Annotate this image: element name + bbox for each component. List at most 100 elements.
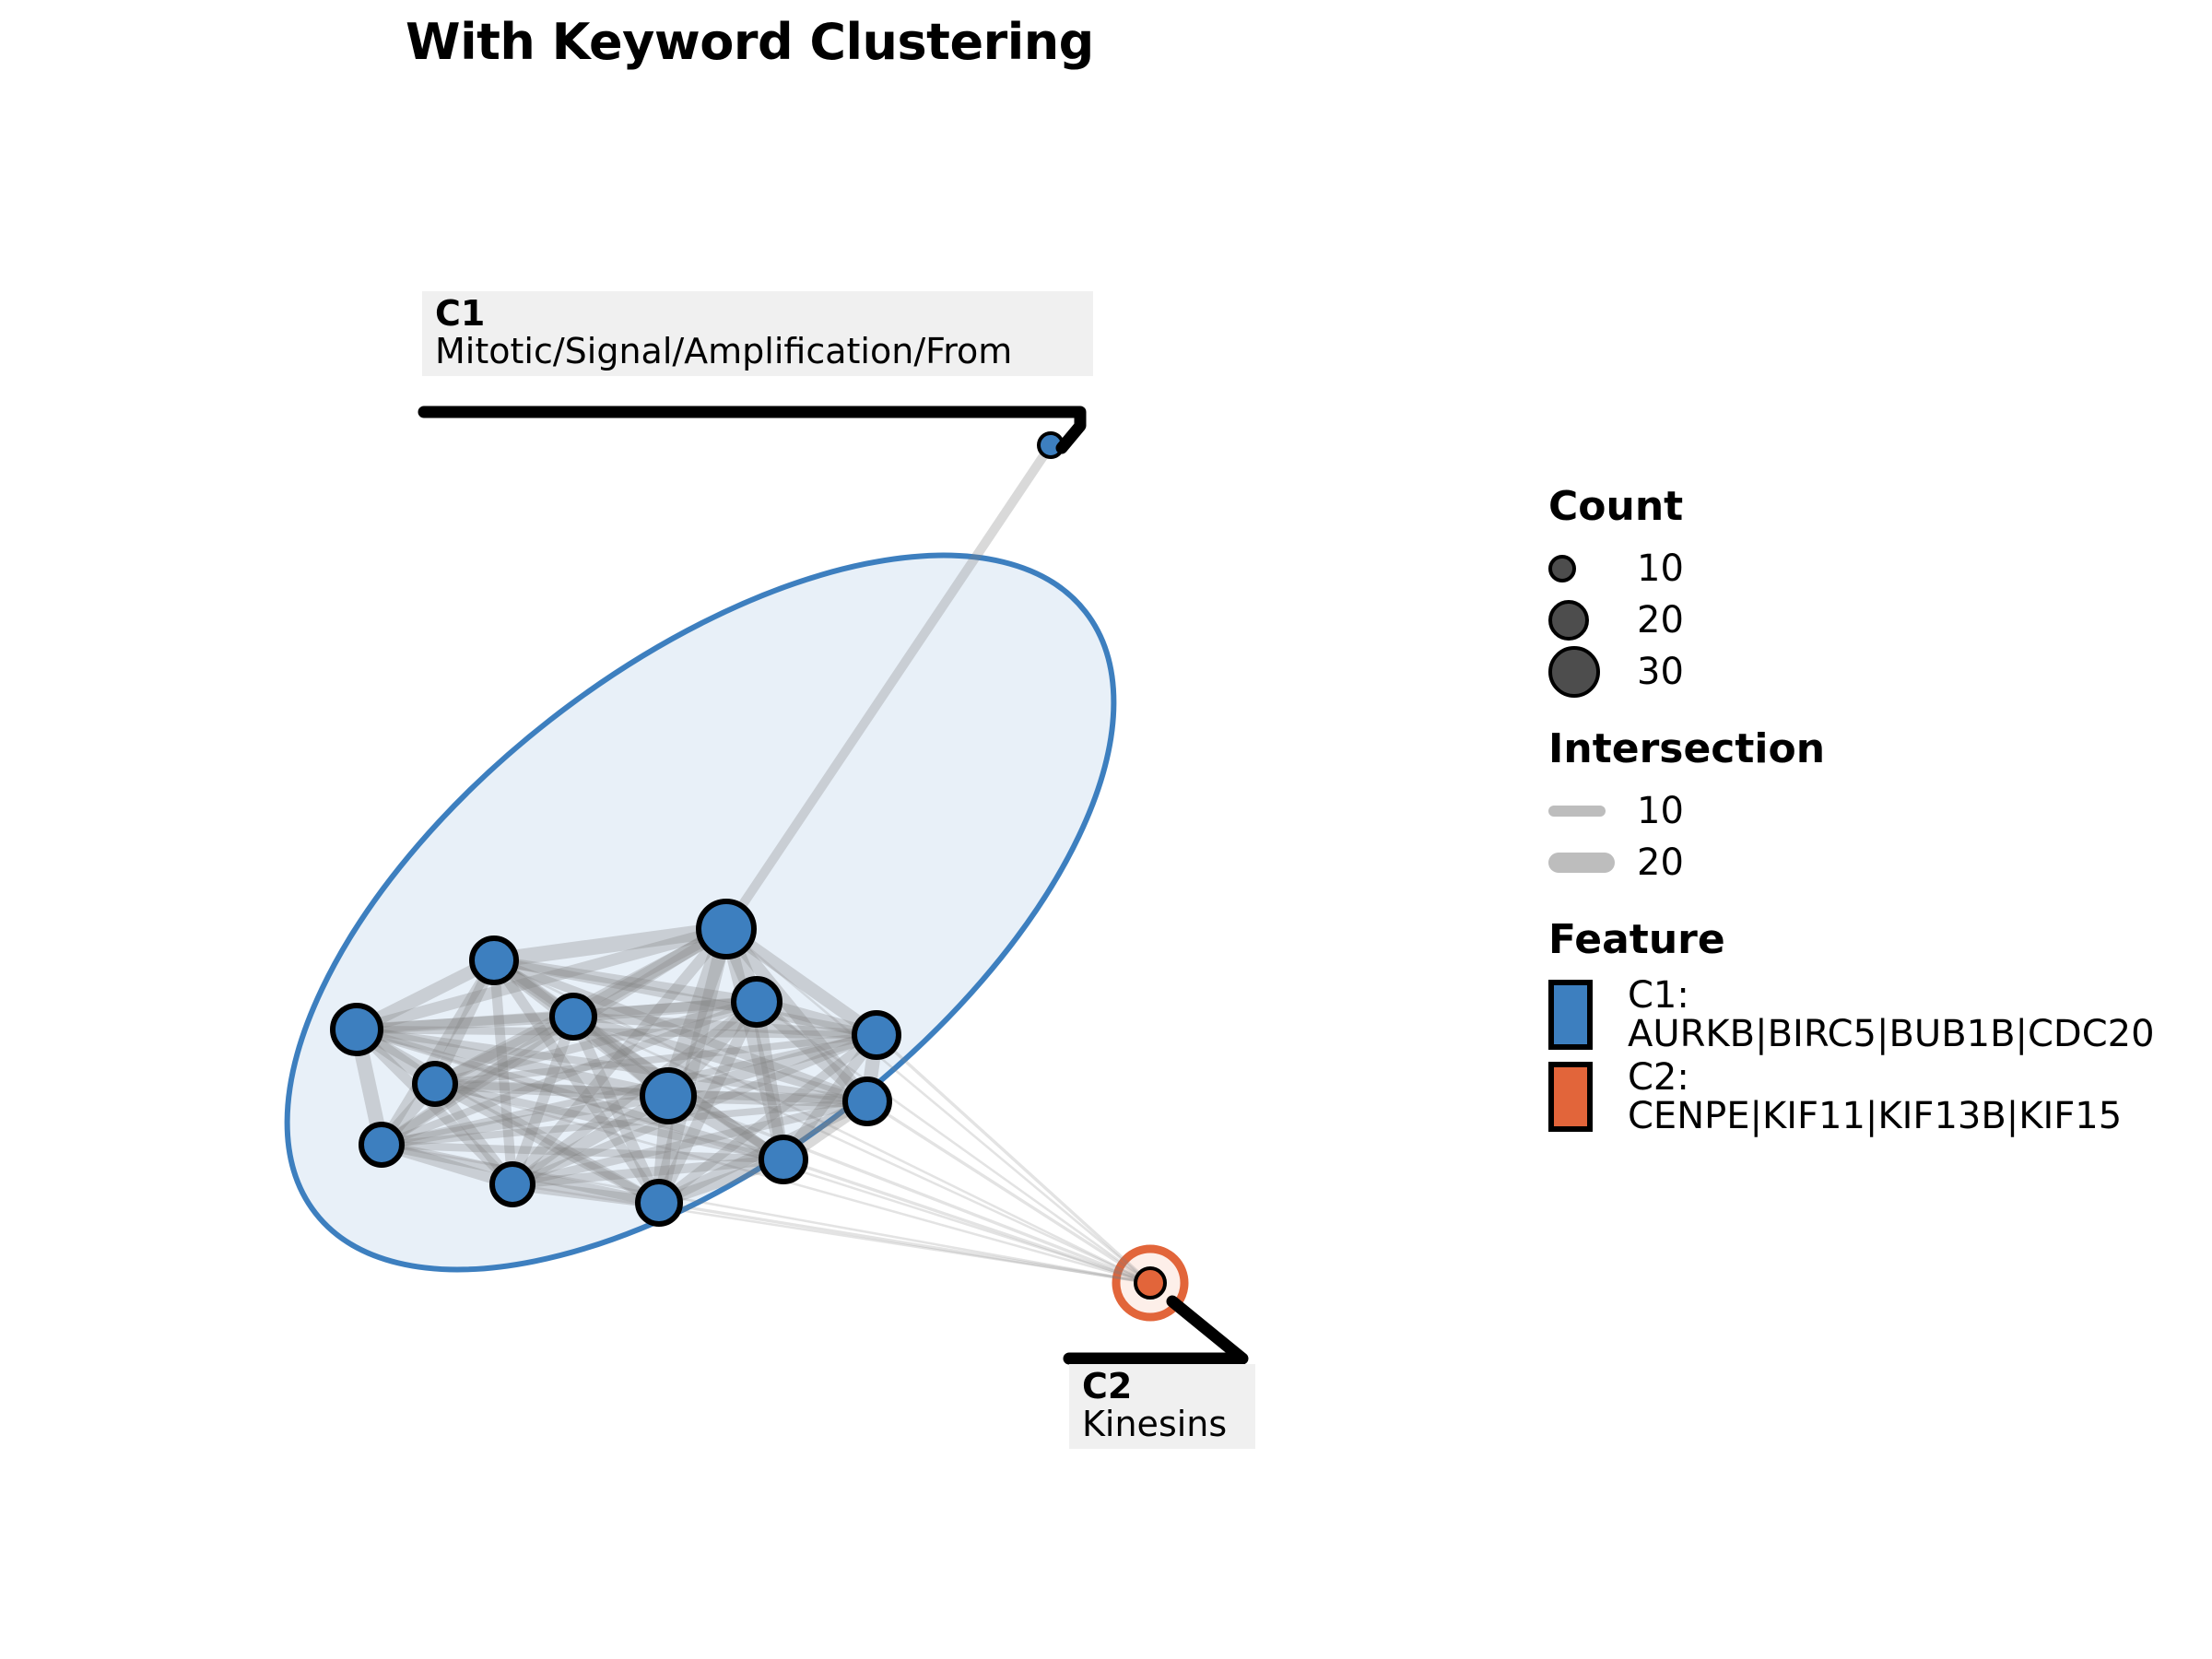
legend: Count 10 20 30 Intersection 10 20 Feature C… (1548, 483, 2194, 1164)
graph-node-n2[interactable] (696, 899, 757, 959)
graph-edge (489, 956, 881, 1040)
graph-edge (507, 1154, 789, 1190)
graph-edge (875, 1033, 1152, 1285)
feature-color-swatch (1548, 980, 1593, 1050)
graph-edge (488, 955, 518, 1190)
graph-edge (492, 959, 1152, 1285)
graph-edge (488, 955, 762, 1007)
c1-leader-line (418, 406, 1087, 454)
graph-edge (511, 1182, 1152, 1285)
graph-edge (489, 956, 788, 1164)
count-dot-swatch (1548, 555, 1576, 582)
graph-edge (662, 1029, 883, 1102)
count-dot-icon (1548, 555, 1637, 582)
graph-edge (720, 923, 874, 1108)
graph-edge (488, 955, 665, 1208)
graph-edge (508, 1097, 872, 1189)
legend-feature-row[interactable]: C2: CENPE|KIF11|KIF13B|KIF15 (1548, 1058, 2194, 1136)
count-dot-swatch (1548, 646, 1600, 698)
graph-edge (378, 1098, 871, 1148)
legend-count: Count 10 20 30 (1548, 483, 2194, 698)
graph-edge (721, 440, 1056, 935)
graph-edge (567, 995, 763, 1023)
count-dot-swatch (1548, 600, 1589, 641)
intersection-line-icon (1548, 806, 1637, 817)
graph-edge (376, 1090, 674, 1150)
legend-feature-row[interactable]: C1: AURKB|BIRC5|BUB1B|CDC20 (1548, 976, 2194, 1054)
graph-node-n3[interactable] (469, 935, 519, 985)
count-dot-icon (1548, 600, 1637, 641)
graph-node-n14[interactable] (635, 1179, 683, 1227)
legend-intersection-label: 20 (1637, 841, 1684, 884)
graph-node-n8[interactable] (412, 1061, 458, 1107)
graph-edge (351, 1011, 579, 1035)
legend-count-items[interactable]: 10 20 30 (1548, 543, 2194, 698)
legend-count-row[interactable]: 20 (1548, 594, 2194, 646)
graph-edge (662, 1089, 874, 1108)
graph-edge (486, 921, 735, 969)
graph-edge (351, 1024, 518, 1190)
graph-edge (782, 1158, 1152, 1285)
legend-intersection: Intersection 10 20 (1548, 725, 2194, 888)
graph-node-n13[interactable] (489, 1161, 535, 1207)
graph-edge (724, 927, 1152, 1285)
legend-intersection-items[interactable]: 10 20 (1548, 785, 2194, 888)
legend-feature-items[interactable]: C1: AURKB|BIRC5|BUB1B|CDC20 C2: CENPE|KIF11… (1548, 976, 2194, 1136)
graph-edge (377, 1140, 788, 1164)
cluster-label-c1[interactable]: C1 Mitotic/Signal/Amplification/From (422, 291, 1093, 377)
graph-edge (719, 922, 884, 1042)
node-layer[interactable] (330, 431, 1167, 1300)
graph-node-n12[interactable] (759, 1135, 808, 1184)
graph-edge (755, 1000, 1152, 1285)
cluster-label-c1-id: C1 (435, 293, 486, 334)
graph-edge (653, 995, 763, 1209)
graph-node-n9[interactable] (640, 1067, 697, 1124)
graph-edge (865, 1100, 1152, 1285)
graph-edge (351, 1024, 665, 1208)
graph-edge (352, 1025, 788, 1164)
graph-edge (489, 956, 872, 1106)
graph-edge (666, 1094, 1152, 1285)
legend-count-label: 10 (1637, 547, 1684, 590)
cluster-label-c2[interactable]: C2 Kinesins (1069, 1364, 1255, 1450)
graph-edge (507, 924, 732, 1190)
feature-color-icon (1548, 1058, 1628, 1132)
legend-feature-title: Feature (1548, 916, 1725, 963)
graph-edge (350, 1023, 675, 1102)
graph-edge (778, 1030, 882, 1165)
count-dot-icon (1548, 646, 1637, 698)
graph-node-n15[interactable] (1134, 1266, 1167, 1300)
graph-edge (430, 997, 761, 1088)
graph-edge (568, 1011, 873, 1107)
feature-color-icon (1548, 976, 1628, 1050)
legend-intersection-label: 10 (1637, 790, 1684, 832)
legend-count-label: 30 (1637, 651, 1684, 693)
graph-node-n10[interactable] (842, 1077, 892, 1126)
graph-edge (568, 1011, 665, 1208)
legend-count-row[interactable]: 10 (1548, 543, 2194, 594)
legend-count-row[interactable]: 30 (1548, 646, 2194, 698)
cluster-label-c2-keywords: Kinesins (1082, 1404, 1228, 1445)
graph-node-n7[interactable] (852, 1010, 901, 1060)
graph-edge (430, 1079, 788, 1164)
cluster-label-c1-keywords: Mitotic/Signal/Amplification/From (435, 331, 1013, 372)
graph-node-n6[interactable] (731, 976, 782, 1028)
graph-node-n5[interactable] (549, 993, 597, 1041)
c2-leader-line (1063, 1295, 1249, 1365)
legend-intersection-row[interactable]: 10 (1548, 785, 2194, 837)
graph-edge (352, 1025, 872, 1106)
graph-node-n11[interactable] (359, 1122, 405, 1168)
graph-edge (657, 1201, 1152, 1285)
cluster-label-c2-id: C2 (1082, 1366, 1133, 1406)
graph-node-n4[interactable] (330, 1003, 383, 1056)
graph-edge (750, 995, 790, 1166)
graph-edge (719, 922, 791, 1167)
legend-feature: Feature C1: AURKB|BIRC5|BUB1B|CDC20 C2: CEN… (1548, 916, 2194, 1136)
graph-edge (653, 1030, 882, 1208)
legend-intersection-row[interactable]: 20 (1548, 837, 2194, 888)
graph-edge (507, 996, 762, 1190)
graph-edge (429, 1077, 675, 1102)
graph-edge (506, 1178, 665, 1209)
